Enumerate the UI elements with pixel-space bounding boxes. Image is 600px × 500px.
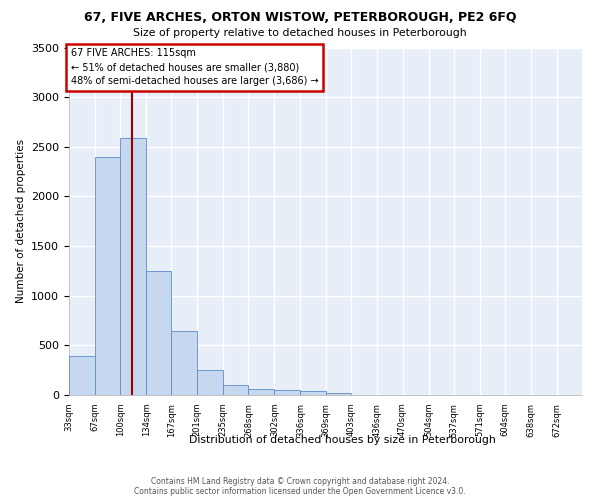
Text: Size of property relative to detached houses in Peterborough: Size of property relative to detached ho…	[133, 28, 467, 38]
Text: 67, FIVE ARCHES, ORTON WISTOW, PETERBOROUGH, PE2 6FQ: 67, FIVE ARCHES, ORTON WISTOW, PETERBORO…	[84, 11, 516, 24]
Bar	[120, 138, 146, 395]
Bar	[274, 390, 301, 395]
Text: Distribution of detached houses by size in Peterborough: Distribution of detached houses by size …	[188, 435, 496, 445]
Bar	[248, 389, 274, 395]
Bar	[325, 393, 352, 395]
Bar	[69, 356, 95, 395]
Bar	[301, 390, 325, 395]
Bar	[171, 332, 197, 395]
Bar	[146, 272, 171, 395]
Y-axis label: Number of detached properties: Number of detached properties	[16, 139, 26, 304]
Text: Contains HM Land Registry data © Crown copyright and database right 2024.
Contai: Contains HM Land Registry data © Crown c…	[134, 476, 466, 496]
Bar	[95, 157, 120, 395]
Bar	[197, 370, 223, 395]
Text: 67 FIVE ARCHES: 115sqm
← 51% of detached houses are smaller (3,880)
48% of semi-: 67 FIVE ARCHES: 115sqm ← 51% of detached…	[71, 48, 318, 86]
Bar	[223, 385, 248, 395]
